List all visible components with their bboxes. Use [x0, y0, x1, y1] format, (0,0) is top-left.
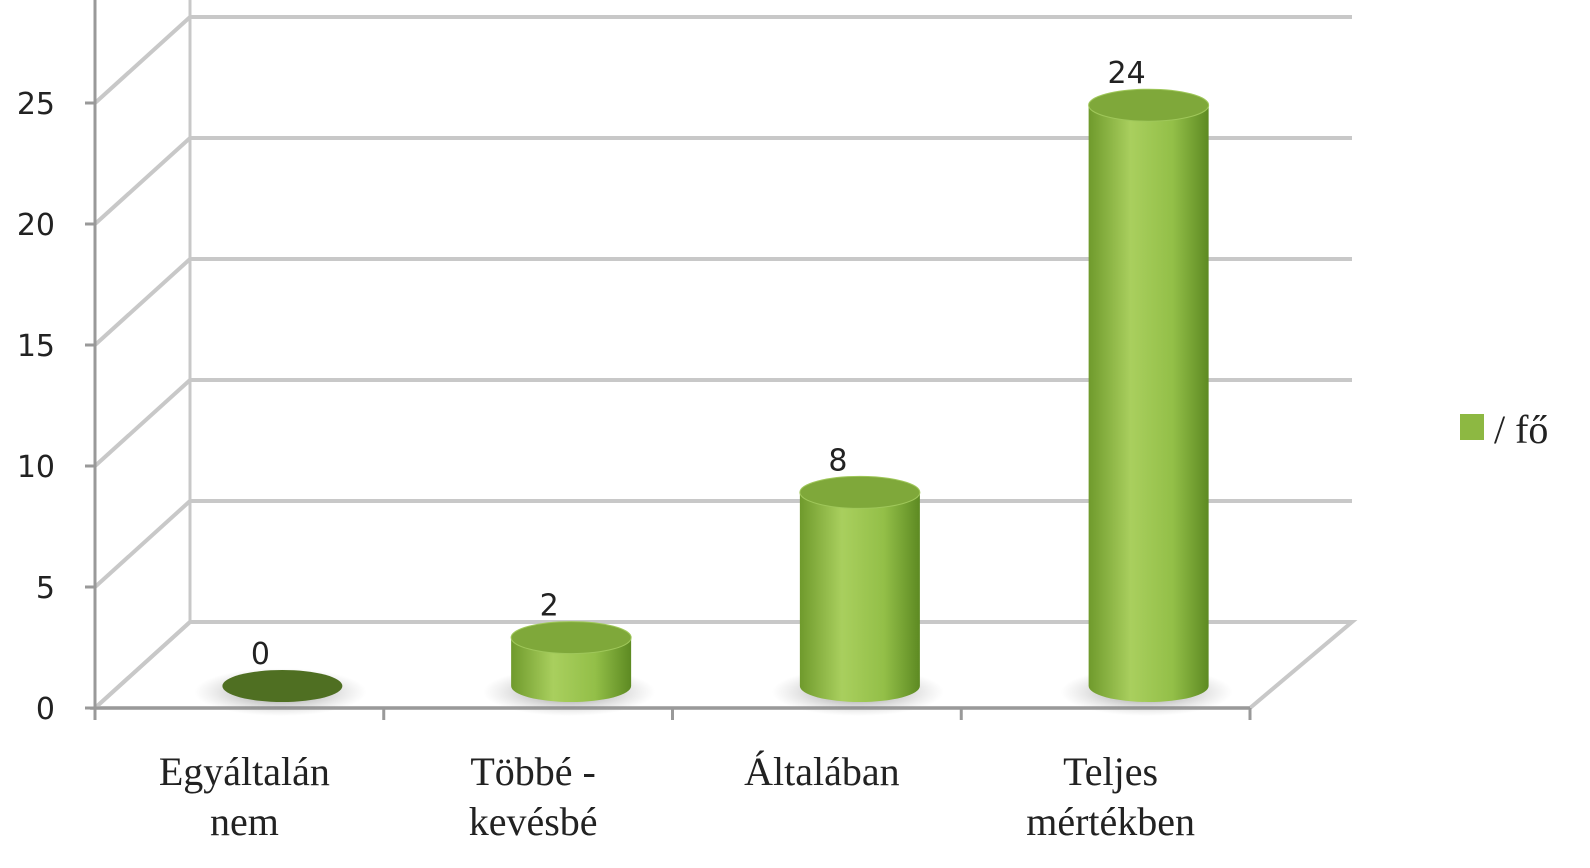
y-tick-label: 20 [17, 208, 55, 243]
labels: 0 5 10 15 20 25 0 2 8 24 Egyáltalán nem Többé -kevés… [17, 56, 1195, 844]
gridline-diagonal [95, 259, 190, 345]
bar-top [511, 622, 631, 654]
gridline-diagonal [95, 501, 190, 587]
x-category-label: Teljes mértékben [1026, 749, 1195, 844]
y-tick-label: 25 [17, 87, 55, 122]
y-tick-label: 0 [36, 692, 55, 727]
bar-top [1089, 89, 1209, 121]
x-category-label: Egyáltalán nem [159, 749, 330, 844]
gridline-diagonal [95, 380, 190, 466]
gridline-diagonal [95, 17, 190, 103]
legend-label: / fő [1494, 407, 1548, 452]
legend: / fő [1460, 407, 1548, 452]
bar-top [222, 670, 342, 702]
data-label: 8 [828, 443, 847, 478]
y-tick-label: 10 [17, 450, 55, 485]
data-label: 0 [251, 637, 270, 672]
bar-cylinder [800, 492, 920, 702]
data-label: 2 [540, 589, 559, 624]
x-category-label: Általában [744, 749, 900, 794]
y-tick-label: 15 [17, 329, 55, 364]
x-category-label: Többé -kevésbé [469, 749, 598, 844]
y-tick-label: 5 [36, 571, 55, 606]
axes [85, 0, 1250, 720]
legend-swatch [1460, 414, 1484, 440]
data-label: 24 [1108, 56, 1146, 91]
gridline-diagonal [95, 138, 190, 224]
bar-top [800, 476, 920, 508]
bar-cylinder [1089, 105, 1209, 702]
